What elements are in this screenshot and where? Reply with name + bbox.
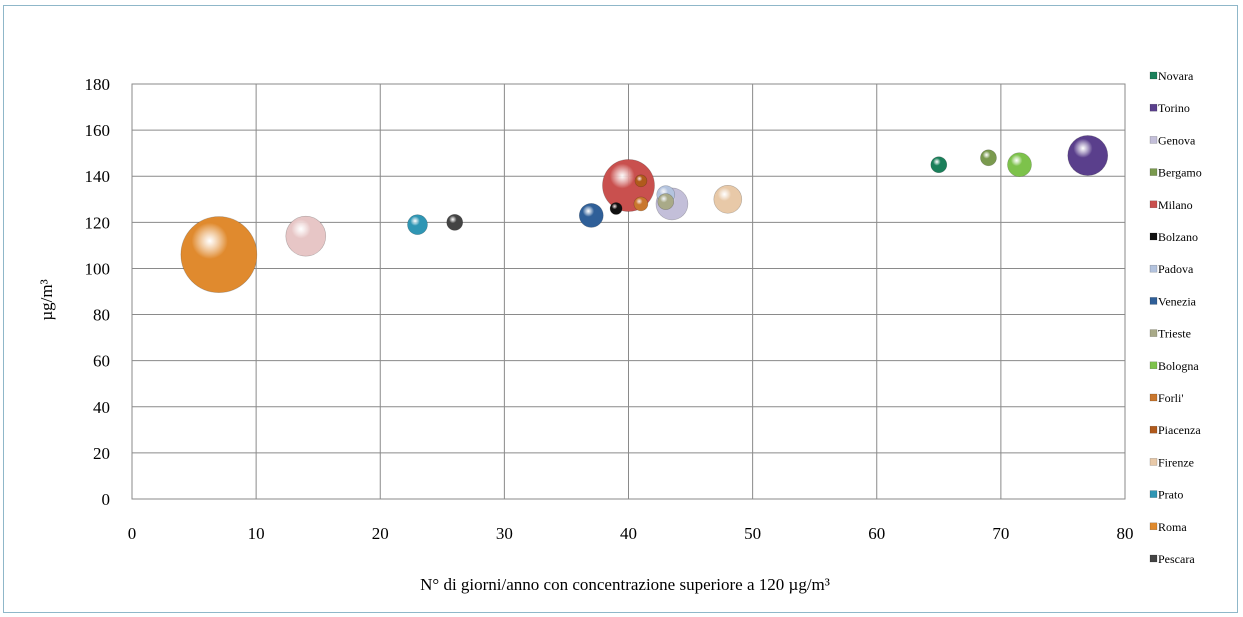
bubble-venezia [578,203,604,228]
legend-item-firenze: Firenze [1149,455,1194,469]
legend-item-bergamo: Bergamo [1149,166,1202,180]
bubble-trieste [657,193,675,210]
bubble-bolzano [609,202,623,215]
legend-label: Bolzano [1158,230,1198,244]
y-tick-label: 120 [85,213,111,232]
x-axis-title: N° di giorni/anno con concentrazione sup… [420,575,830,594]
y-tick-label: 60 [93,352,110,371]
legend-label: Bologna [1158,359,1199,373]
legend-swatch [1149,490,1158,498]
x-tick-label: 50 [744,524,761,543]
x-tick-label: 60 [868,524,885,543]
bubble-torino [1067,135,1109,176]
y-tick-label: 160 [85,121,111,140]
legend-item-piacenza: Piacenza [1149,423,1201,437]
x-axis-ticks: 0 10 20 30 40 50 60 70 80 [128,524,1134,543]
bubble-bologna [1007,152,1032,177]
y-tick-label: 80 [93,306,110,325]
bubble-novara [930,156,948,173]
legend-swatch [1149,522,1158,531]
x-tick-label: 80 [1117,524,1134,543]
y-tick-label: 40 [93,398,110,417]
legend-item-prato: Prato [1149,488,1183,502]
legend-label: Trieste [1158,327,1191,341]
legend-label: Prato [1158,488,1183,502]
legend-label: Genova [1158,133,1196,147]
legend-item-trieste: Trieste [1149,327,1191,341]
y-tick-label: 100 [85,259,111,278]
y-tick-label: 20 [93,444,110,463]
legend-swatch [1149,200,1158,209]
legend-label: Piacenza [1158,423,1201,437]
bubble-firenze [713,184,743,214]
y-axis-title: µg/m³ [37,279,56,320]
legend-label: Forli' [1158,391,1184,405]
chart-frame [3,5,1238,613]
legend-label: Roma [1158,520,1187,534]
bubbles [180,135,1109,293]
legend-label: Bergamo [1158,166,1202,180]
legend-item-genova: Genova [1149,133,1196,147]
legend-swatch [1149,458,1158,466]
legend-swatch [1149,71,1158,80]
legend-label: Torino [1158,101,1190,115]
x-tick-label: 20 [372,524,389,543]
legend-label: Venezia [1158,294,1197,308]
x-tick-label: 10 [248,524,265,543]
legend-item-forli: Forli' [1149,391,1184,405]
bubble-bergamo [980,149,997,167]
plot-area [131,83,1126,500]
legend-swatch [1149,554,1158,563]
legend-swatch [1149,168,1158,176]
x-tick-label: 30 [496,524,513,543]
bubble-roma [180,216,258,293]
legend-swatch [1149,425,1158,434]
legend-swatch [1149,393,1158,402]
legend-swatch [1149,136,1158,144]
legend-label: Pescara [1158,552,1195,566]
legend-item-pescara: Pescara [1149,552,1195,566]
legend-item-venezia: Venezia [1149,294,1197,308]
legend-label: Milano [1158,198,1193,212]
bubble-firenze [285,215,327,257]
legend-swatch [1149,264,1158,273]
x-tick-label: 0 [128,524,137,543]
legend-item-milano: Milano [1149,198,1193,212]
bubble-forli [633,196,649,212]
bubble-pescara [446,214,464,231]
bubble-piacenza [634,174,648,188]
legend-swatch [1149,232,1158,241]
legend-swatch [1149,297,1158,305]
grid [131,83,1126,500]
legend-item-torino: Torino [1149,101,1190,115]
legend-label: Firenze [1158,455,1194,469]
legend-item-padova: Padova [1149,262,1194,276]
bubble-prato [407,214,428,235]
legend-item-bologna: Bologna [1149,359,1199,373]
y-tick-label: 0 [102,490,111,509]
legend-item-novara: Novara [1149,69,1194,83]
x-tick-label: 40 [620,524,637,543]
y-axis-ticks: 0 20 40 60 80 100 120 140 160 180 [85,75,111,509]
legend-item-bolzano: Bolzano [1149,230,1198,244]
legend: Novara Torino Genova Bergamo Milano Bolzano Pa… [1149,69,1202,566]
legend-label: Padova [1158,262,1194,276]
legend-item-roma: Roma [1149,520,1187,534]
legend-swatch [1149,103,1158,112]
y-tick-label: 140 [85,167,111,186]
y-tick-label: 180 [85,75,111,94]
x-tick-label: 70 [992,524,1009,543]
legend-swatch [1149,361,1158,370]
legend-label: Novara [1158,69,1194,83]
legend-swatch [1149,329,1158,337]
